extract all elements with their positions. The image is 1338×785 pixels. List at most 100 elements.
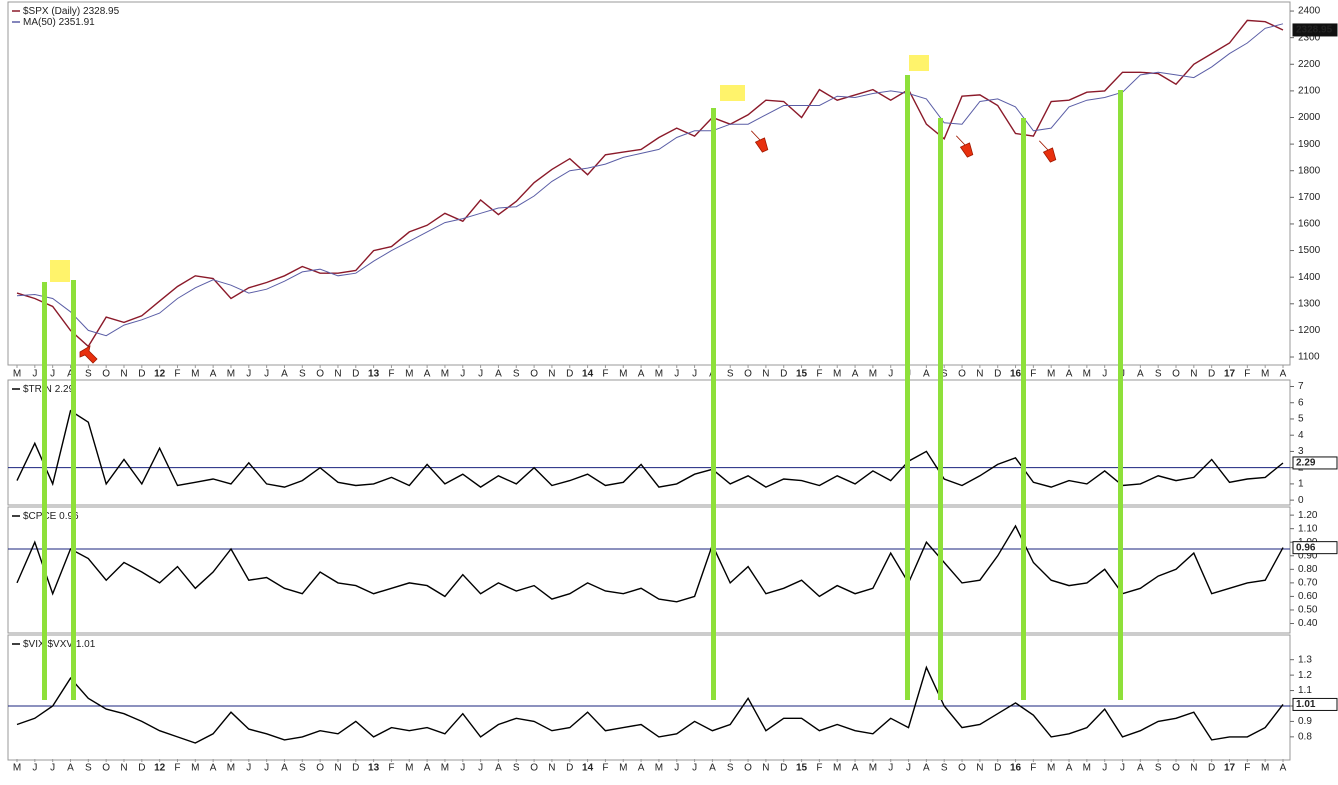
x-tick-label: 16	[1010, 763, 1022, 774]
x-tick-label: M	[441, 369, 449, 380]
y-tick-label: 5	[1298, 414, 1304, 425]
arrow	[751, 130, 769, 153]
x-tick-label: M	[405, 369, 413, 380]
x-tick-label: A	[210, 369, 217, 380]
x-tick-label: J	[460, 763, 465, 774]
x-tick-label: J	[1102, 369, 1107, 380]
x-tick-label: A	[495, 763, 502, 774]
x-tick-label: J	[478, 369, 483, 380]
x-tick-label: F	[174, 763, 180, 774]
legend-name: $TRIN	[23, 384, 52, 395]
x-tick-label: J	[478, 763, 483, 774]
x-tick-label: A	[1137, 369, 1144, 380]
x-tick-label: 12	[154, 763, 166, 774]
x-tick-label: F	[816, 369, 822, 380]
x-tick-label: F	[816, 763, 822, 774]
x-tick-label: M	[1047, 763, 1055, 774]
y-tick-label: 2300	[1298, 32, 1321, 43]
x-tick-label: J	[246, 369, 251, 380]
x-tick-label: 14	[582, 763, 594, 774]
x-tick-label: M	[441, 763, 449, 774]
x-tick-label: M	[1261, 763, 1269, 774]
x-tick-label: A	[67, 763, 74, 774]
series-line	[16, 23, 1284, 337]
x-tick-label: S	[85, 763, 92, 774]
x-tick-label: F	[602, 763, 608, 774]
y-tick-label: 1200	[1298, 325, 1321, 336]
x-tick-label: 15	[796, 763, 808, 774]
x-tick-label: 13	[368, 763, 380, 774]
series-line	[16, 665, 1284, 744]
legend-name: MA(50)	[23, 17, 56, 28]
x-tick-label: M	[191, 763, 199, 774]
annotations	[42, 55, 1123, 700]
signal-lines	[42, 75, 1123, 700]
x-tick-label: O	[102, 369, 110, 380]
arrow	[956, 135, 974, 158]
y-tick-label: 2400	[1298, 6, 1321, 17]
legend-value: 2328.95	[83, 6, 120, 17]
x-tick-label: A	[709, 763, 716, 774]
legend-name: $VIX:$VXV	[23, 639, 73, 650]
x-tick-label: M	[619, 369, 627, 380]
x-tick-label: S	[85, 369, 92, 380]
x-tick-label: J	[32, 763, 37, 774]
x-tick-label: 14	[582, 369, 594, 380]
legend-label: $CPCE 0.96	[23, 511, 79, 522]
panel-frame	[7, 506, 1291, 634]
x-tick-label: O	[744, 369, 752, 380]
panel-frame	[7, 634, 1291, 761]
x-tick-label: J	[888, 369, 893, 380]
x-tick-label: O	[1172, 763, 1180, 774]
x-tick-label: M	[1047, 369, 1055, 380]
x-tick-label: M	[13, 369, 21, 380]
x-tick-label: D	[138, 369, 145, 380]
x-tick-label: F	[1244, 763, 1250, 774]
highlight-box	[909, 55, 929, 71]
x-tick-label: N	[1190, 369, 1197, 380]
legend-value: 0.96	[59, 511, 79, 522]
x-tick-label: N	[120, 369, 127, 380]
y-tick-label: 2000	[1298, 112, 1321, 123]
legend-value: 2351.91	[59, 17, 96, 28]
series-line	[16, 19, 1284, 348]
x-tick-label: O	[1172, 369, 1180, 380]
x-tick-label: A	[495, 369, 502, 380]
x-tick-label: M	[13, 763, 21, 774]
last-value-label: 2.29	[1296, 458, 1316, 469]
panel-frame	[7, 379, 1291, 506]
x-tick-label: D	[1208, 763, 1215, 774]
x-tick-label: N	[762, 369, 769, 380]
x-tick-label: M	[869, 369, 877, 380]
x-tick-label: 17	[1224, 369, 1236, 380]
x-tick-label: F	[388, 763, 394, 774]
x-tick-label: J	[246, 763, 251, 774]
x-tick-label: M	[619, 763, 627, 774]
series-line	[16, 409, 1284, 488]
x-tick-label: N	[762, 763, 769, 774]
y-tick-label: 6	[1298, 397, 1304, 408]
x-tick-label: J	[906, 763, 911, 774]
legend-label: MA(50) 2351.91	[23, 17, 95, 28]
y-tick-label: 1.20	[1298, 510, 1318, 521]
y-tick-label: 1.10	[1298, 523, 1318, 534]
x-tick-label: S	[941, 763, 948, 774]
x-tick-label: A	[1066, 763, 1073, 774]
x-tick-label: A	[1137, 763, 1144, 774]
y-tick-label: 1400	[1298, 272, 1321, 283]
x-tick-label: S	[299, 369, 306, 380]
arrow	[1039, 140, 1057, 163]
y-tick-label: 1500	[1298, 245, 1321, 256]
x-tick-label: S	[941, 369, 948, 380]
x-tick-label: A	[1280, 763, 1287, 774]
x-tick-label: A	[67, 369, 74, 380]
x-tick-label: N	[120, 763, 127, 774]
last-value-label: 0.96	[1296, 542, 1316, 553]
y-tick-label: 3	[1298, 446, 1304, 457]
x-tick-label: N	[334, 763, 341, 774]
x-tick-label: A	[852, 369, 859, 380]
y-tick-label: 1800	[1298, 165, 1321, 176]
x-tick-label: 16	[1010, 369, 1022, 380]
x-tick-label: A	[638, 763, 645, 774]
